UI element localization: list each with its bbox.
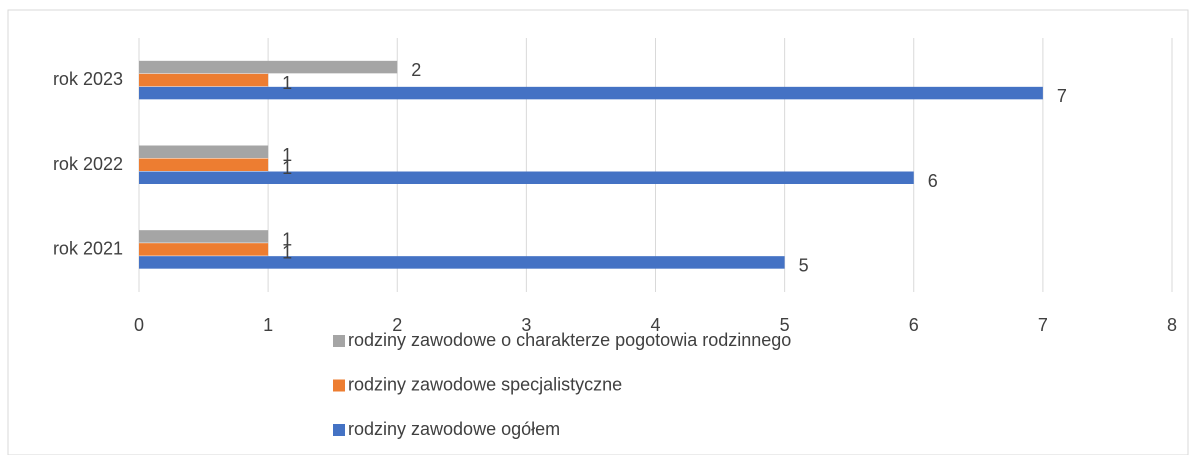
data-label: 1 — [282, 145, 292, 165]
data-label: 1 — [282, 242, 292, 262]
x-tick-label: 1 — [263, 315, 273, 335]
x-tick-label: 4 — [650, 315, 660, 335]
legend-swatch — [333, 424, 345, 436]
bar — [139, 73, 269, 87]
y-tick-label: rok 2023 — [53, 69, 123, 89]
bar — [139, 158, 269, 171]
y-tick-label: rok 2021 — [53, 238, 123, 258]
bar — [139, 145, 269, 158]
data-label: 1 — [282, 73, 292, 93]
data-label: 2 — [411, 60, 421, 80]
x-tick-label: 5 — [780, 315, 790, 335]
bar — [139, 171, 914, 184]
bar — [139, 256, 785, 269]
bar — [139, 243, 269, 256]
data-label: 1 — [282, 229, 292, 249]
x-tick-label: 2 — [392, 315, 402, 335]
legend-label: rodziny zawodowe ogółem — [348, 419, 560, 439]
legend-swatch — [333, 335, 345, 347]
x-tick-label: 8 — [1167, 315, 1177, 335]
x-tick-label: 0 — [134, 315, 144, 335]
data-label: 1 — [282, 158, 292, 178]
bar — [139, 86, 1043, 100]
data-label: 5 — [799, 255, 809, 275]
bar — [139, 60, 398, 74]
x-tick-label: 3 — [521, 315, 531, 335]
x-tick-label: 7 — [1038, 315, 1048, 335]
data-label: 6 — [928, 171, 938, 191]
bar — [139, 230, 269, 243]
legend-swatch — [333, 379, 345, 392]
legend-label: rodziny zawodowe o charakterze pogotowia… — [348, 330, 791, 350]
x-tick-label: 6 — [909, 315, 919, 335]
y-tick-label: rok 2022 — [53, 154, 123, 174]
legend-label: rodziny zawodowe specjalistyczne — [348, 374, 622, 394]
data-label: 7 — [1057, 86, 1067, 106]
